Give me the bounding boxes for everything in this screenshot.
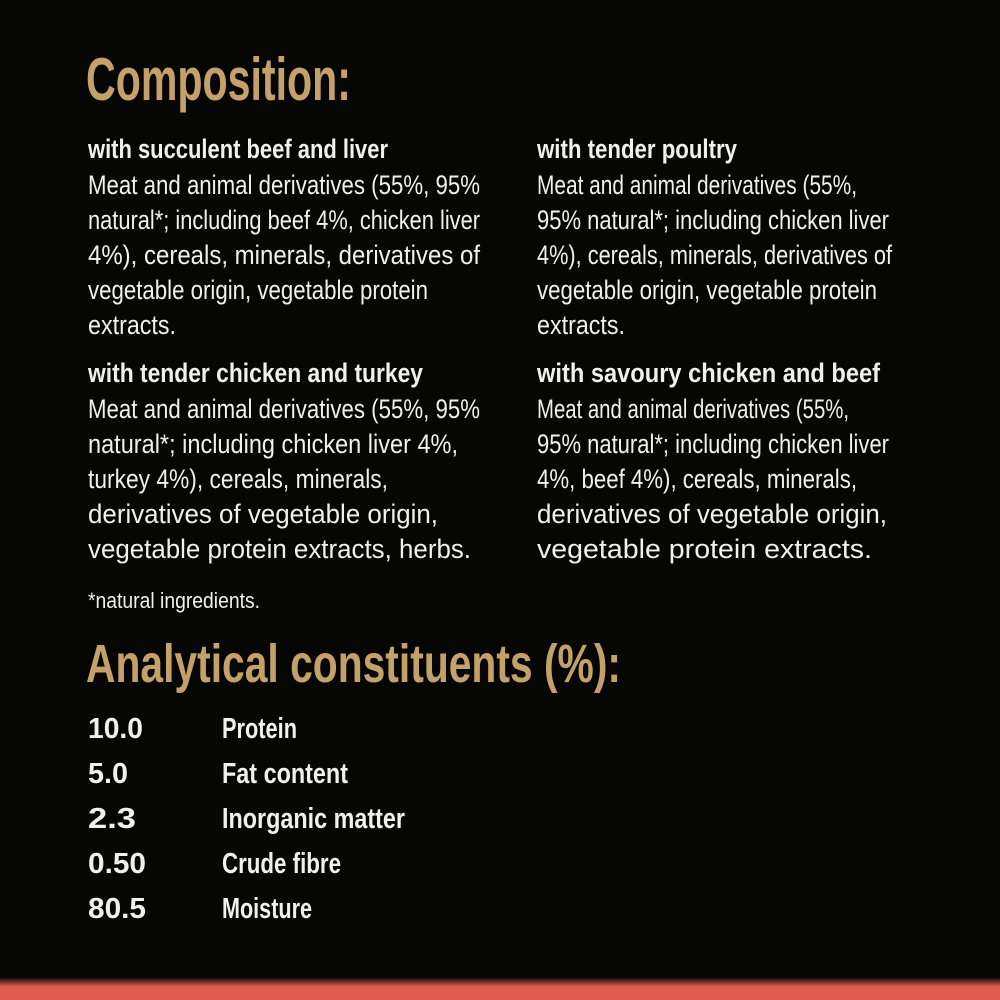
svg-text:derivatives of vegetable origi: derivatives of vegetable origin, xyxy=(88,499,438,529)
svg-text:with succulent beef and liver: with succulent beef and liver xyxy=(87,134,388,164)
svg-text:Meat and animal derivatives (5: Meat and animal derivatives (55%, 95% xyxy=(88,170,480,200)
svg-text:Composition:: Composition: xyxy=(86,46,351,113)
svg-text:95% natural*; including chicke: 95% natural*; including chicken liver xyxy=(537,429,889,459)
svg-text:Inorganic matter: Inorganic matter xyxy=(222,803,405,835)
svg-text:Fat content: Fat content xyxy=(222,758,348,790)
svg-text:with tender poultry: with tender poultry xyxy=(536,134,737,164)
svg-text:vegetable protein extracts.: vegetable protein extracts. xyxy=(537,534,872,564)
svg-text:with savoury chicken and beef: with savoury chicken and beef xyxy=(536,358,881,388)
svg-text:Meat and animal derivatives (5: Meat and animal derivatives (55%, 95% xyxy=(88,394,480,424)
svg-text:extracts.: extracts. xyxy=(88,310,176,340)
svg-text:with tender chicken and turkey: with tender chicken and turkey xyxy=(87,358,423,388)
svg-text:turkey 4%), cereals, minerals,: turkey 4%), cereals, minerals, xyxy=(88,464,388,494)
svg-text:4%), cereals, minerals, deriva: 4%), cereals, minerals, derivatives of xyxy=(88,240,480,270)
svg-text:natural*; including beef 4%, c: natural*; including beef 4%, chicken liv… xyxy=(88,205,480,235)
svg-text:0.50: 0.50 xyxy=(88,848,146,880)
svg-text:extracts.: extracts. xyxy=(537,310,625,340)
svg-text:vegetable origin, vegetable pr: vegetable origin, vegetable protein xyxy=(88,275,428,305)
svg-text:Meat and animal derivatives (5: Meat and animal derivatives (55%, xyxy=(537,394,849,424)
svg-text:Crude fibre: Crude fibre xyxy=(222,848,341,880)
svg-text:vegetable protein extracts, he: vegetable protein extracts, herbs. xyxy=(88,534,471,564)
svg-text:Meat and animal derivatives (5: Meat and animal derivatives (55%, xyxy=(537,170,857,200)
svg-text:derivatives of vegetable origi: derivatives of vegetable origin, xyxy=(537,499,887,529)
svg-text:*natural ingredients.: *natural ingredients. xyxy=(88,588,260,613)
svg-text:natural*; including chicken li: natural*; including chicken liver 4%, xyxy=(88,429,458,459)
svg-text:Protein: Protein xyxy=(222,713,297,745)
svg-text:Analytical constituents (%):: Analytical constituents (%): xyxy=(86,634,621,694)
svg-text:80.5: 80.5 xyxy=(88,893,146,925)
svg-text:95% natural*; including chicke: 95% natural*; including chicken liver xyxy=(537,205,889,235)
svg-text:10.0: 10.0 xyxy=(88,713,143,745)
svg-text:4%), cereals, minerals, deriva: 4%), cereals, minerals, derivatives of xyxy=(537,240,892,270)
svg-text:Moisture: Moisture xyxy=(222,893,312,925)
svg-text:5.0: 5.0 xyxy=(88,758,128,790)
svg-text:vegetable origin, vegetable pr: vegetable origin, vegetable protein xyxy=(537,275,877,305)
svg-text:4%, beef 4%), cereals, mineral: 4%, beef 4%), cereals, minerals, xyxy=(537,464,857,494)
svg-text:2.3: 2.3 xyxy=(88,803,136,835)
